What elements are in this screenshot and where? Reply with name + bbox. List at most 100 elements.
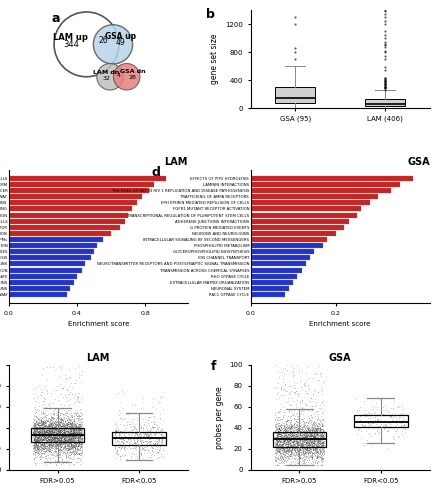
Point — [33, 432, 40, 440]
Point — [70, 428, 77, 436]
Point — [43, 434, 50, 442]
Point — [315, 388, 322, 396]
Point — [147, 436, 154, 444]
Point — [39, 419, 46, 427]
Point — [32, 446, 39, 454]
Point — [68, 442, 75, 450]
Point — [62, 442, 69, 450]
Point — [66, 420, 72, 428]
Point — [309, 440, 316, 448]
Point — [282, 417, 289, 425]
Point — [143, 439, 150, 447]
Point — [318, 454, 325, 462]
Point — [62, 450, 69, 458]
Point — [319, 433, 326, 441]
Point — [57, 432, 64, 440]
Point — [49, 417, 56, 425]
Point — [48, 443, 55, 451]
Point — [79, 394, 85, 402]
Point — [65, 430, 72, 438]
Point — [272, 433, 279, 441]
Point — [32, 433, 39, 441]
Point — [116, 406, 123, 414]
Point — [53, 432, 60, 440]
Point — [359, 420, 366, 428]
Point — [291, 432, 298, 440]
Point — [315, 424, 322, 432]
Point — [69, 448, 76, 456]
Point — [58, 416, 65, 424]
Point — [289, 425, 296, 433]
Point — [70, 432, 77, 440]
Point — [283, 422, 290, 430]
Point — [77, 434, 84, 442]
Point — [272, 441, 279, 449]
Point — [46, 435, 53, 443]
Point — [123, 428, 130, 436]
Point — [293, 438, 300, 446]
Point — [46, 430, 53, 438]
Point — [391, 435, 398, 443]
Point — [276, 428, 283, 436]
Point — [59, 426, 66, 434]
Point — [58, 432, 65, 440]
Point — [75, 424, 82, 432]
Point — [48, 418, 55, 426]
Point — [132, 439, 138, 447]
Point — [42, 454, 49, 462]
Point — [273, 442, 280, 450]
Point — [289, 428, 296, 436]
Point — [131, 426, 138, 434]
Point — [281, 438, 288, 446]
Point — [313, 433, 320, 441]
Point — [300, 442, 307, 450]
Point — [274, 438, 281, 446]
Point — [297, 454, 304, 462]
Point — [307, 459, 314, 467]
Point — [55, 429, 62, 437]
Point — [274, 388, 281, 396]
Point — [287, 432, 294, 440]
Point — [65, 460, 72, 468]
Point — [278, 450, 285, 458]
Point — [309, 425, 316, 433]
Point — [353, 395, 360, 403]
Point — [76, 412, 83, 420]
Point — [282, 382, 289, 390]
Point — [294, 458, 301, 466]
Point — [51, 437, 58, 445]
Point — [362, 422, 368, 430]
Point — [286, 425, 293, 433]
Point — [118, 442, 125, 450]
Point — [303, 427, 310, 435]
Point — [53, 382, 60, 390]
Point — [319, 432, 326, 440]
Point — [310, 450, 317, 458]
Point — [305, 446, 312, 454]
Point — [317, 434, 324, 442]
Point — [310, 434, 317, 442]
Point — [297, 430, 304, 438]
Point — [284, 442, 291, 450]
Point — [273, 384, 280, 392]
Point — [71, 426, 78, 434]
Point — [283, 436, 290, 444]
Point — [74, 396, 81, 404]
Point — [300, 449, 307, 457]
Point — [62, 424, 69, 432]
Point — [49, 440, 56, 448]
Point — [30, 446, 37, 454]
Point — [283, 442, 289, 450]
Point — [300, 422, 307, 430]
Point — [53, 434, 60, 442]
Point — [302, 440, 309, 448]
Point — [283, 448, 290, 456]
Point — [30, 429, 37, 437]
Point — [63, 414, 70, 422]
Point — [137, 436, 144, 444]
Point — [293, 430, 300, 438]
Point — [302, 438, 309, 446]
Point — [35, 424, 42, 432]
Point — [58, 414, 65, 422]
Point — [312, 414, 319, 422]
